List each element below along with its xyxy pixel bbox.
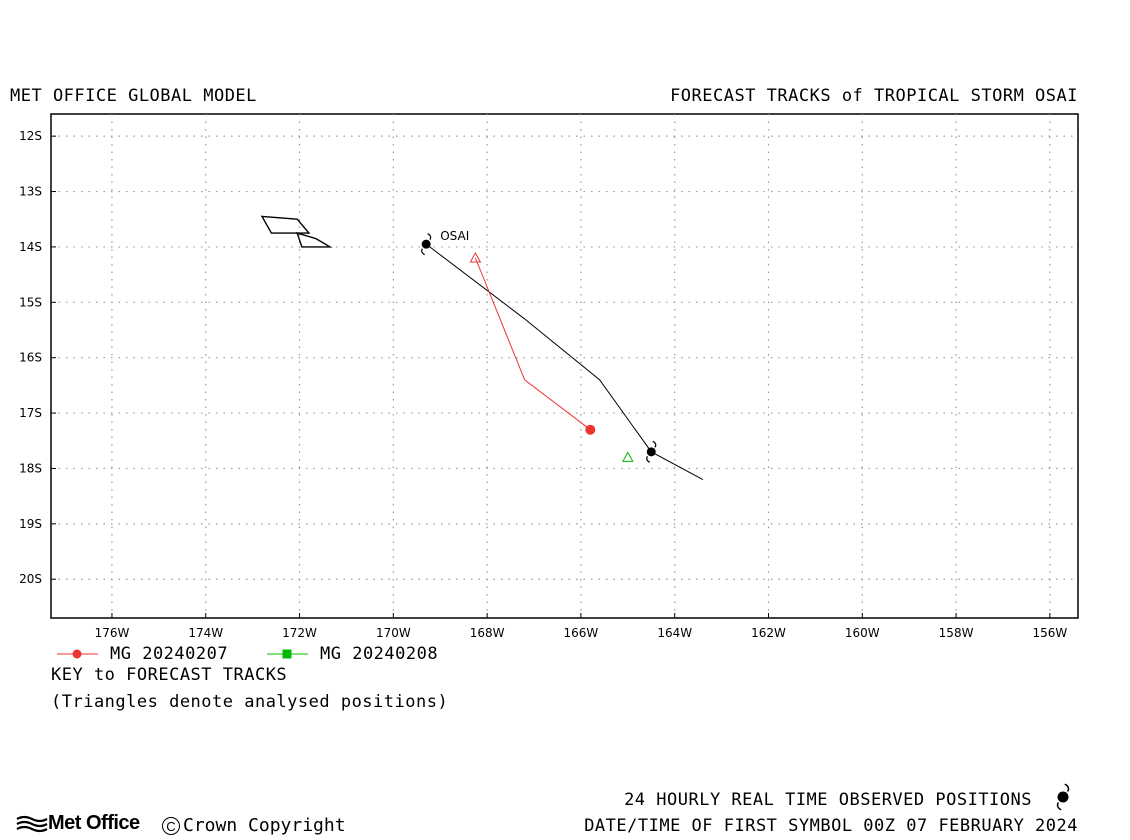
tracks: OSAI [420, 229, 704, 480]
lat-tick-label: 17S [19, 406, 42, 420]
land-outlines [260, 215, 333, 248]
axis-tick-labels: 176W 174W 172W 170W 168W 166W 164W 162W 160W 158W… [19, 129, 1067, 640]
analysed-position-triangle [621, 451, 634, 462]
lon-tick-label: 166W [564, 626, 599, 640]
lat-tick-label: 20S [19, 572, 42, 586]
lon-tick-label: 156W [1032, 626, 1067, 640]
key-title: KEY to FORECAST TRACKS [51, 665, 288, 685]
lon-tick-label: 158W [939, 626, 974, 640]
analysed-position-triangle [469, 251, 482, 263]
legend-track-1-label: MG 20240207 [110, 644, 229, 664]
forecast-track-line-1 [474, 257, 591, 431]
legend-green-square-marker [282, 649, 292, 659]
lat-tick-label: 19S [19, 517, 42, 531]
lon-tick-label: 168W [470, 626, 505, 640]
graticule [51, 114, 1078, 618]
lat-tick-label: 16S [19, 351, 42, 365]
chart-title: FORECAST TRACKS of TROPICAL STORM OSAI [670, 86, 1078, 106]
observed-positions-note: 24 HOURLY REAL TIME OBSERVED POSITIONS [624, 790, 1032, 810]
island-outline [260, 215, 311, 234]
lat-tick-label: 14S [19, 240, 42, 254]
lon-tick-label: 160W [845, 626, 880, 640]
legend-symbols [57, 649, 1070, 811]
lat-tick-label: 12S [19, 129, 42, 143]
observed-cyclone-icon [1056, 783, 1070, 811]
lon-tick-label: 174W [188, 626, 223, 640]
copyright-icon: C [162, 816, 180, 835]
lat-tick-label: 13S [19, 185, 42, 199]
lon-tick-label: 162W [751, 626, 786, 640]
legend-track-2-label: MG 20240208 [320, 644, 439, 664]
model-title: MET OFFICE GLOBAL MODEL [10, 86, 257, 106]
lat-tick-label: 18S [19, 461, 42, 475]
lon-tick-label: 170W [376, 626, 411, 640]
lat-tick-label: 15S [19, 295, 42, 309]
met-office-waves-icon [16, 815, 48, 832]
island-outline [296, 232, 333, 248]
first-symbol-datetime: DATE/TIME OF FIRST SYMBOL 00Z 07 FEBRUAR… [584, 816, 1078, 836]
copyright: C Crown Copyright [162, 815, 346, 836]
logo-text: Met Office [48, 812, 140, 834]
copyright-text: Crown Copyright [183, 815, 346, 836]
key-note: (Triangles denote analysed positions) [51, 692, 449, 712]
observed-track-line [425, 243, 704, 480]
lon-tick-label: 164W [657, 626, 692, 640]
lon-tick-label: 176W [95, 626, 130, 640]
storm-name-label: OSAI [440, 229, 469, 243]
legend-red-circle-marker [72, 649, 82, 659]
met-office-logo: Met Office [16, 812, 140, 835]
lon-tick-label: 172W [282, 626, 317, 640]
forecast-position-marker [585, 424, 596, 435]
map-frame [50, 113, 1079, 619]
